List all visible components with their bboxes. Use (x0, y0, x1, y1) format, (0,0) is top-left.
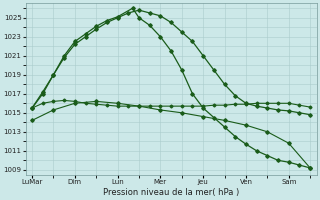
X-axis label: Pression niveau de la mer( hPa ): Pression niveau de la mer( hPa ) (103, 188, 239, 197)
